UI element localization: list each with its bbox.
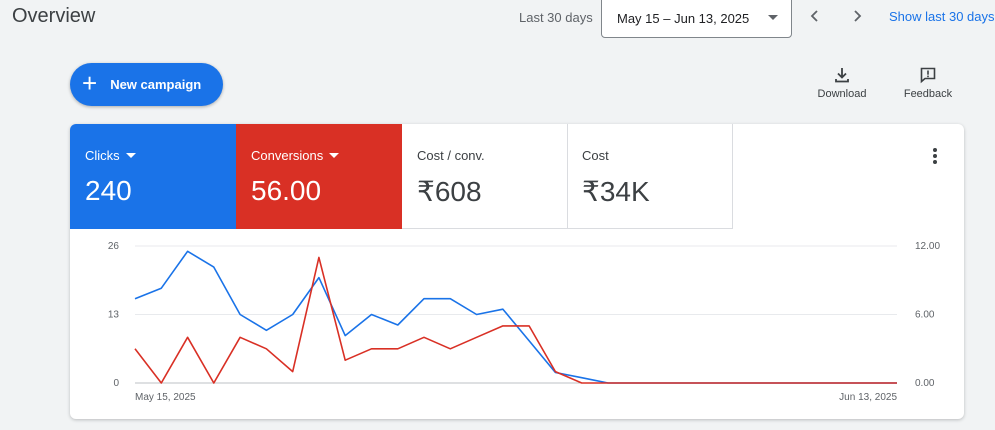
right-axis-tick-label: 0.00 [915, 378, 935, 389]
metric-value: ₹34K [582, 176, 650, 207]
caret-down-icon [329, 153, 340, 158]
chevron-left-icon [810, 10, 818, 22]
show-last-30-days-link[interactable]: Show last 30 days [889, 9, 995, 24]
right-axis-tick-label: 12.00 [915, 241, 940, 252]
left-axis-tick-label: 0 [113, 378, 119, 389]
feedback-label: Feedback [903, 88, 953, 100]
page-title: Overview [12, 5, 96, 27]
metric-tile-cost-per-conv[interactable]: Cost / conv. ₹608 [402, 124, 568, 229]
more-vert-icon [928, 148, 942, 164]
metric-value: ₹608 [417, 176, 482, 207]
left-axis-tick-label: 13 [108, 310, 120, 321]
more-options-button[interactable] [928, 148, 942, 168]
new-campaign-button[interactable]: + New campaign [70, 63, 223, 106]
feedback-button[interactable]: Feedback [898, 66, 958, 100]
left-axis-tick-label: 26 [108, 241, 120, 252]
metric-tile-conversions[interactable]: Conversions 56.00 [236, 124, 402, 229]
metric-tile-cost[interactable]: Cost ₹34K [567, 124, 733, 229]
download-label: Download [817, 88, 867, 100]
performance-card: Clicks 240 Conversions 56.00 Cost / conv… [70, 124, 964, 419]
metric-label: Cost / conv. [417, 148, 485, 163]
previous-period-button[interactable] [803, 4, 827, 28]
date-range-value: May 15 – Jun 13, 2025 [617, 11, 750, 26]
right-axis-tick-label: 6.00 [915, 310, 935, 321]
metric-label: Clicks [85, 148, 120, 163]
new-campaign-label: New campaign [110, 77, 202, 92]
feedback-icon [920, 67, 936, 84]
x-axis-end-label: Jun 13, 2025 [839, 392, 897, 403]
chevron-right-icon [854, 10, 862, 22]
caret-down-icon [768, 15, 778, 20]
series-line-clicks [134, 250, 897, 384]
series-line-conversions [134, 256, 897, 384]
metric-label: Conversions [251, 148, 324, 163]
metric-tile-clicks[interactable]: Clicks 240 [70, 124, 236, 229]
performance-chart: 0 13 26 0.00 6.00 12.00 May 15, 2025 Jun 13, 20… [108, 241, 941, 403]
date-range-label: Last 30 days [519, 10, 593, 25]
next-period-button[interactable] [845, 4, 869, 28]
metric-value: 56.00 [251, 175, 322, 206]
download-icon [835, 68, 849, 83]
caret-down-icon [125, 153, 136, 158]
x-axis-start-label: May 15, 2025 [135, 392, 196, 403]
date-range-select[interactable]: May 15 – Jun 13, 2025 [601, 0, 792, 38]
metric-value: 240 [85, 175, 132, 206]
download-button[interactable]: Download [812, 66, 872, 100]
plus-icon: + [82, 68, 98, 98]
metric-label: Cost [582, 148, 609, 163]
